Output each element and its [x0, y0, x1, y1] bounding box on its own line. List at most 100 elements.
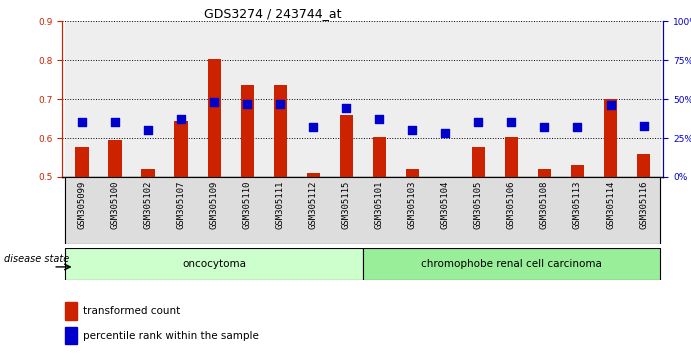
Bar [429, 21, 462, 177]
Text: GSM305109: GSM305109 [209, 181, 218, 229]
Bar [296, 21, 330, 177]
Bar [231, 21, 264, 177]
Point [473, 120, 484, 125]
Bar [363, 21, 396, 177]
Bar [175, 121, 188, 177]
Text: GSM305103: GSM305103 [408, 181, 417, 229]
Text: oncocytoma: oncocytoma [182, 259, 246, 269]
Bar [406, 169, 419, 177]
Bar [505, 137, 518, 177]
Text: GSM305107: GSM305107 [177, 181, 186, 229]
Title: GDS3274 / 243744_at: GDS3274 / 243744_at [204, 7, 341, 20]
Point [242, 101, 253, 107]
Bar [198, 177, 231, 244]
Point [539, 124, 550, 130]
Text: GSM305100: GSM305100 [111, 181, 120, 229]
Bar [627, 21, 660, 177]
Text: GSM305116: GSM305116 [639, 181, 648, 229]
Bar [231, 177, 264, 244]
Text: percentile rank within the sample: percentile rank within the sample [83, 331, 259, 341]
Bar [594, 177, 627, 244]
Point [142, 127, 153, 133]
Bar [561, 21, 594, 177]
Point [77, 120, 88, 125]
Bar [363, 177, 396, 244]
FancyBboxPatch shape [66, 248, 363, 280]
Bar [472, 147, 485, 177]
Point [307, 124, 319, 130]
Text: GSM305104: GSM305104 [441, 181, 450, 229]
Bar [75, 147, 88, 177]
Bar [528, 177, 561, 244]
Bar [164, 21, 198, 177]
Text: GSM305110: GSM305110 [243, 181, 252, 229]
Bar [604, 99, 617, 177]
Bar [264, 21, 296, 177]
Text: GSM305113: GSM305113 [573, 181, 582, 229]
Bar [495, 177, 528, 244]
Point [341, 105, 352, 111]
Bar [131, 177, 164, 244]
Bar [274, 85, 287, 177]
Bar [396, 177, 429, 244]
Bar [198, 21, 231, 177]
Bar [65, 327, 77, 344]
Point [638, 123, 649, 129]
Bar [240, 85, 254, 177]
Bar [108, 140, 122, 177]
Bar [264, 177, 296, 244]
Bar [594, 21, 627, 177]
Bar [207, 59, 220, 177]
Point [440, 131, 451, 136]
Bar [429, 177, 462, 244]
Bar [131, 21, 164, 177]
Bar [495, 21, 528, 177]
Text: GSM305115: GSM305115 [342, 181, 351, 229]
Text: GSM305099: GSM305099 [77, 181, 86, 229]
Text: GSM305105: GSM305105 [474, 181, 483, 229]
Point [572, 124, 583, 130]
Bar [396, 21, 429, 177]
Bar [528, 21, 561, 177]
Bar [142, 169, 155, 177]
Point [209, 99, 220, 105]
Text: GSM305112: GSM305112 [309, 181, 318, 229]
Bar [372, 137, 386, 177]
Text: chromophobe renal cell carcinoma: chromophobe renal cell carcinoma [421, 259, 602, 269]
Point [605, 103, 616, 108]
FancyBboxPatch shape [363, 248, 660, 280]
Point [109, 120, 120, 125]
Bar [538, 169, 551, 177]
Bar [66, 177, 99, 244]
Bar [462, 21, 495, 177]
Text: GSM305111: GSM305111 [276, 181, 285, 229]
Bar [439, 177, 452, 178]
Bar [330, 21, 363, 177]
Text: transformed count: transformed count [83, 306, 180, 316]
Bar [65, 302, 77, 320]
Bar [561, 177, 594, 244]
Bar [66, 21, 99, 177]
Bar [462, 177, 495, 244]
Bar [99, 21, 131, 177]
Bar [627, 177, 660, 244]
Bar [99, 177, 131, 244]
Text: GSM305101: GSM305101 [375, 181, 384, 229]
Bar [637, 154, 650, 177]
Text: GSM305114: GSM305114 [606, 181, 615, 229]
Point [407, 127, 418, 133]
Text: GSM305108: GSM305108 [540, 181, 549, 229]
Bar [330, 177, 363, 244]
Text: GSM305106: GSM305106 [507, 181, 516, 229]
Point [274, 101, 285, 107]
Bar [164, 177, 198, 244]
Bar [296, 177, 330, 244]
Bar [340, 115, 353, 177]
Point [176, 116, 187, 122]
Bar [307, 173, 320, 177]
Text: disease state: disease state [4, 254, 69, 264]
Point [506, 120, 517, 125]
Point [374, 116, 385, 122]
Bar [571, 165, 584, 177]
Text: GSM305102: GSM305102 [144, 181, 153, 229]
